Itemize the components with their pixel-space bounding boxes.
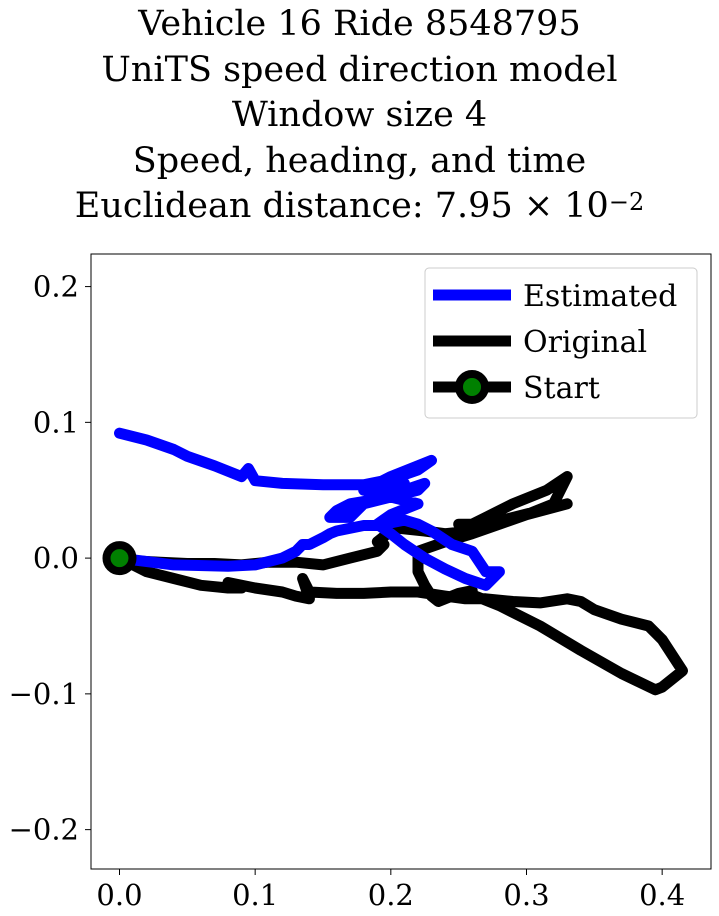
plot-area <box>102 427 688 696</box>
title-line-2: UniTS speed direction model <box>101 49 618 90</box>
x-tick-label: 0.0 <box>96 878 142 912</box>
title-line-5-exponent: −2 <box>608 188 645 216</box>
y-tick-label: −0.1 <box>9 677 79 711</box>
y-tick-label: 0.1 <box>33 405 79 439</box>
legend-label-start: Start <box>523 371 600 406</box>
title-line-4: Speed, heading, and time <box>132 140 587 181</box>
start-marker <box>102 541 137 576</box>
legend-label-estimated: Estimated <box>523 279 677 314</box>
title-line-3: Window size 4 <box>231 95 488 135</box>
title-line-5: Euclidean distance: 7.95 × 10−2 <box>0 184 719 230</box>
chart-title: Vehicle 16 Ride 8548795 UniTS speed dire… <box>0 0 719 230</box>
legend: Estimated Original Start <box>424 267 698 419</box>
x-tick-label: 0.3 <box>503 878 549 912</box>
x-tick-label: 0.1 <box>232 878 278 912</box>
legend-start-marker <box>455 370 489 404</box>
x-tick-label: 0.4 <box>639 878 685 912</box>
x-tick-label: 0.2 <box>368 878 414 912</box>
x-axis: 0.0 0.1 0.2 0.3 0.4 <box>96 869 685 912</box>
title-line-1: Vehicle 16 Ride 8548795 <box>138 4 581 44</box>
y-tick-label: −0.2 <box>9 813 79 847</box>
y-axis: 0.2 0.1 0.0 −0.1 −0.2 <box>9 270 91 847</box>
legend-box <box>424 267 698 419</box>
axes-frame <box>90 253 712 870</box>
y-tick-label: 0.2 <box>33 270 79 304</box>
legend-label-original: Original <box>523 325 647 360</box>
title-line-5-prefix: Euclidean distance: 7.95 × 10 <box>74 186 609 226</box>
series-line-estimated <box>114 427 505 591</box>
y-tick-label: 0.0 <box>33 541 79 575</box>
